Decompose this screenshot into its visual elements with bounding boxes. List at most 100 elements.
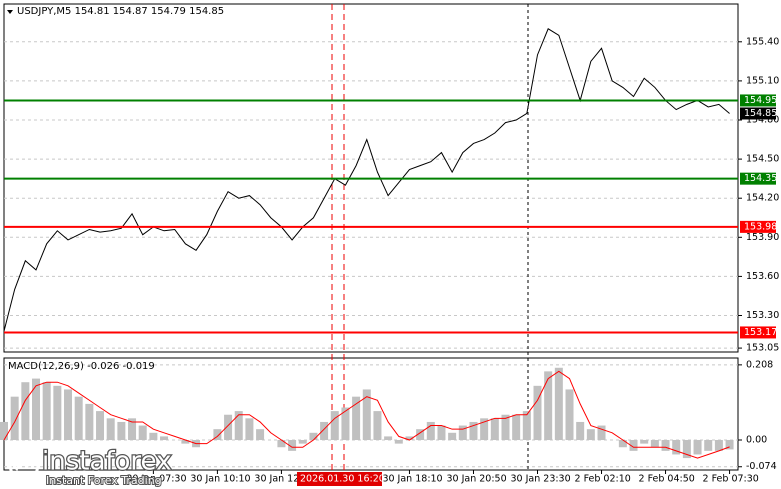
symbol-icon (7, 10, 13, 14)
macd-bar (21, 382, 30, 441)
macd-bar (405, 436, 414, 441)
macd-title: MACD(12,26,9) -0.026 -0.019 (8, 361, 155, 372)
y-tick-label: 154.50 (746, 154, 779, 165)
macd-bar (565, 389, 574, 441)
level-label: 153.98 (744, 221, 777, 232)
macd-bar (181, 440, 190, 444)
signal-line (3, 370, 730, 459)
macd-bar (672, 440, 681, 455)
macd-bar (533, 385, 542, 441)
macd-bar (394, 440, 403, 444)
macd-bar (650, 440, 659, 448)
macd-bar (96, 411, 105, 441)
macd-bar (384, 436, 393, 441)
macd-bar (128, 418, 137, 441)
x-tick-label: 2 Feb 04:50 (639, 474, 695, 485)
highlight-label: 2026.01.30 16:20 (300, 474, 385, 485)
macd-bar (341, 407, 350, 441)
y-tick-label: 0.00 (746, 435, 767, 446)
macd-bar (64, 389, 73, 441)
macd-bar (522, 411, 531, 441)
macd-bar (437, 425, 446, 441)
level-label: 154.35 (744, 173, 777, 184)
macd-bar (330, 411, 339, 441)
x-tick-label: 30 Jan 20:50 (446, 474, 506, 485)
level-label-box (740, 94, 776, 107)
macd-bar (480, 418, 489, 441)
y-tick-label: -0.074 (746, 461, 777, 472)
macd-bar (597, 425, 606, 441)
macd-bar (309, 432, 318, 441)
macd-bar (74, 396, 83, 441)
macd-bar (0, 421, 8, 441)
last-price-box (740, 107, 776, 120)
macd-bar (149, 432, 158, 441)
y-tick-label: 0.208 (746, 359, 773, 370)
macd-bar (640, 440, 649, 444)
x-tick-label: 30 Jan 18:10 (382, 474, 442, 485)
macd-bar (469, 421, 478, 441)
y-tick-label: 155.40 (746, 36, 779, 47)
x-tick-label: 30 Jan 10:10 (190, 474, 250, 485)
macd-bar (661, 440, 670, 451)
highlight-box (297, 472, 382, 486)
macd-frame (3, 357, 739, 471)
macd-bar (85, 403, 94, 441)
macd-bar (138, 425, 147, 441)
macd-bar (704, 440, 713, 451)
x-tick-label: 2 Feb 07:30 (703, 474, 759, 485)
y-tick-label: 153.05 (746, 343, 779, 354)
macd-bar (725, 440, 734, 450)
macd-bar (245, 418, 254, 441)
macd-bar (277, 440, 286, 448)
x-tick-label: 30 Jan 23:30 (511, 474, 571, 485)
x-tick-label: 30 Jan 12:50 (254, 474, 314, 485)
y-tick-label: 153.30 (746, 310, 779, 321)
macd-bar (117, 421, 126, 441)
level-label-box (740, 326, 776, 339)
macd-bar (288, 440, 297, 451)
macd-bar (298, 440, 307, 444)
macd-bar (42, 382, 51, 441)
chart-title: USDJPY,M5 154.81 154.87 154.79 154.85 (17, 6, 224, 17)
logo-name: instaforex (42, 447, 171, 477)
level-label-box (740, 220, 776, 233)
logo-icon (8, 449, 40, 481)
logo-icon-mark (14, 455, 35, 471)
macd-bar (586, 429, 595, 441)
level-label-box (740, 172, 776, 185)
macd-bar (53, 385, 62, 441)
macd-bar (544, 371, 553, 441)
macd-bar (512, 414, 521, 441)
macd-bar (693, 440, 702, 455)
macd-bar (234, 411, 243, 441)
macd-bar (352, 396, 361, 441)
x-tick-label: 2 Feb 02:10 (575, 474, 631, 485)
y-tick-label: 153.90 (746, 232, 779, 243)
macd-bar (320, 421, 329, 441)
macd-bar (618, 440, 627, 448)
last-price-label: 154.85 (744, 108, 777, 119)
macd-bar (576, 421, 585, 441)
y-tick-label: 153.60 (746, 271, 779, 282)
macd-bar (256, 429, 265, 441)
x-tick-label: 30 Jan 07:30 (126, 474, 186, 485)
macd-bar (426, 421, 435, 441)
macd-bar (32, 378, 41, 441)
y-tick-label: 154.80 (746, 115, 779, 126)
macd-bar (416, 429, 425, 441)
level-label: 154.95 (744, 95, 777, 106)
macd-bar (362, 389, 371, 441)
y-tick-label: 155.10 (746, 75, 779, 86)
macd-bar (448, 432, 457, 441)
macd-bar (10, 396, 19, 441)
price-line (3, 28, 730, 332)
macd-bar (490, 418, 499, 441)
macd-bar (160, 436, 169, 441)
macd-bar (458, 425, 467, 441)
macd-bar (629, 440, 638, 451)
macd-bar (714, 440, 723, 451)
macd-bar (682, 440, 691, 459)
